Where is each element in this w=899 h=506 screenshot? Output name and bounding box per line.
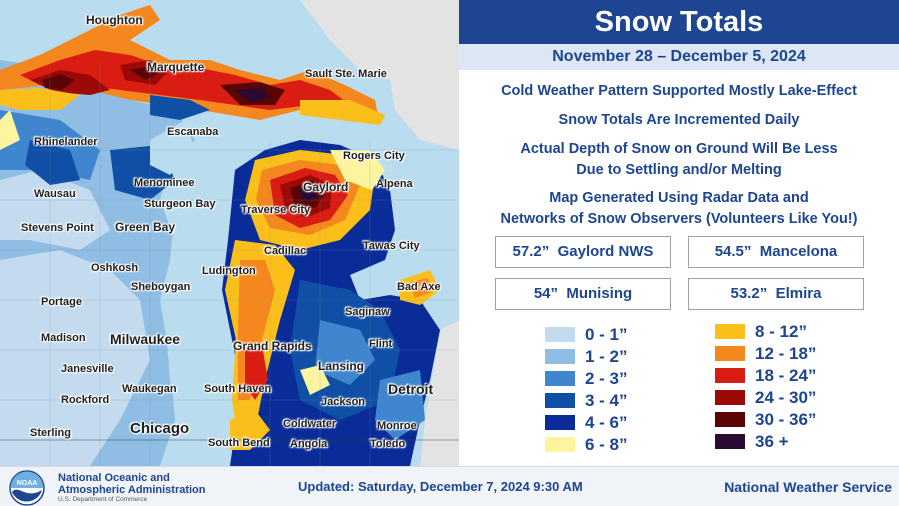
legend-label: 8 - 12” [755,322,807,341]
org-name-line2: Atmospheric Administration [58,484,206,496]
city-label-rhinelander: Rhinelander [34,136,98,148]
city-label-menominee: Menominee [134,177,195,189]
city-label-oshkosh: Oshkosh [91,262,139,274]
total-elmira: 53.2” Elmira [688,278,864,310]
city-label-toledo: Toledo [370,438,406,450]
city-label-south-bend: South Bend [208,437,270,449]
legend-swatch [545,349,575,364]
snowfall-map: Houghton Marquette Sault Ste. Marie Esca… [0,0,459,466]
legend-swatch [715,412,745,427]
title-bar [459,0,899,44]
city-label-sturgeon-bay: Sturgeon Bay [144,198,216,210]
total-gaylord-nws: 57.2” Gaylord NWS [495,236,671,268]
city-label-madison: Madison [41,332,86,344]
city-label-cadillac: Cadillac [264,245,307,257]
date-bar [459,44,899,70]
city-label-saginaw: Saginaw [345,306,390,318]
org-name: National Oceanic and Atmospheric Adminis… [58,472,206,496]
city-label-marquette: Marquette [147,60,205,74]
snowfall-map-graphic [0,0,459,466]
city-label-escanaba: Escanaba [167,126,219,138]
city-label-lansing: Lansing [318,359,365,373]
note-map-line2: Networks of Snow Observers (Volunteers L… [500,211,858,227]
city-label-tawas-city: Tawas City [363,240,420,252]
legend-label: 6 - 8” [585,435,628,454]
legend-label: 3 - 4” [585,391,628,410]
legend-label: 18 - 24” [755,366,817,385]
page-title: Snow Totals [594,6,764,38]
city-label-rockford: Rockford [61,394,110,406]
note-incremented: Snow Totals Are Incremented Daily [558,112,800,128]
noaa-logo-icon: NOAA [9,470,45,506]
city-label-janesville: Janesville [61,363,114,375]
city-label-flint: Flint [369,338,393,350]
legend-swatch [715,390,745,405]
city-label-monroe: Monroe [377,420,417,432]
legend-swatch [715,368,745,383]
org-name-line1: National Oceanic and [58,472,170,484]
legend-swatch [545,327,575,342]
city-label-jackson: Jackson [321,396,366,408]
legend-swatch [715,324,745,339]
city-label-ludington: Ludington [202,265,256,277]
legend-swatch [545,437,575,452]
note-depth-line1: Actual Depth of Snow on Ground Will Be L… [520,141,838,157]
city-label-bad-axe: Bad Axe [397,281,441,293]
city-label-sheboygan: Sheboygan [131,281,191,293]
total-mancelona: 54.5” Mancelona [688,236,864,268]
legend-swatch [715,434,745,449]
legend-label: 24 - 30” [755,388,817,407]
org-department: U.S. Department of Commerce [58,496,148,503]
total-place: Munising [566,285,633,302]
total-place: Gaylord NWS [557,243,654,260]
city-label-gaylord: Gaylord [303,180,349,194]
total-value: 53.2” [730,285,768,302]
note-map-line1: Map Generated Using Radar Data and [549,190,809,206]
city-label-milwaukee: Milwaukee [110,331,181,347]
svg-text:NOAA: NOAA [17,480,38,487]
city-label-sterling: Sterling [30,427,71,439]
legend-swatch [715,346,745,361]
updated-timestamp: Updated: Saturday, December 7, 2024 9:30… [298,479,583,494]
total-place: Elmira [775,285,822,302]
note-lake-effect: Cold Weather Pattern Supported Mostly La… [501,83,857,99]
total-value: 54” [533,285,558,302]
city-label-south-haven: South Haven [204,383,272,395]
legend-label: 30 - 36” [755,410,817,429]
city-label-sault-ste-marie: Sault Ste. Marie [305,68,387,80]
city-label-angola: Angola [290,438,328,450]
legend-swatch [545,371,575,386]
city-label-detroit: Detroit [388,381,434,397]
legend-swatch [545,415,575,430]
footer: NOAA National Oceanic and Atmospheric Ad… [0,466,899,506]
city-label-rogers-city: Rogers City [343,150,405,162]
total-value: 54.5” [714,243,752,260]
agency-name: National Weather Service [724,479,892,495]
legend-label: 36 + [755,432,789,451]
city-label-alpena: Alpena [376,178,413,190]
date-range: November 28 – December 5, 2024 [552,48,806,65]
legend-label: 1 - 2” [585,347,628,366]
total-place: Mancelona [759,243,838,260]
city-label-wausau: Wausau [34,188,76,200]
legend-swatch [545,393,575,408]
city-label-traverse-city: Traverse City [241,204,311,216]
note-depth-line2: Due to Settling and/or Melting [576,162,782,178]
city-label-green-bay: Green Bay [115,220,176,234]
total-value: 57.2” [512,243,550,260]
info-panel: Snow Totals November 28 – December 5, 20… [459,0,899,466]
legend-label: 12 - 18” [755,344,817,363]
city-label-coldwater: Coldwater [283,418,337,430]
legend-label: 0 - 1” [585,325,628,344]
city-label-stevens-point: Stevens Point [21,222,94,234]
legend-label: 4 - 6” [585,413,628,432]
city-label-waukegan: Waukegan [122,383,177,395]
legend-label: 2 - 3” [585,369,628,388]
city-label-grand-rapids: Grand Rapids [233,339,312,353]
city-label-chicago: Chicago [130,420,190,437]
city-label-portage: Portage [41,296,82,308]
city-label-houghton: Houghton [86,13,143,27]
total-munising: 54” Munising [495,278,671,310]
